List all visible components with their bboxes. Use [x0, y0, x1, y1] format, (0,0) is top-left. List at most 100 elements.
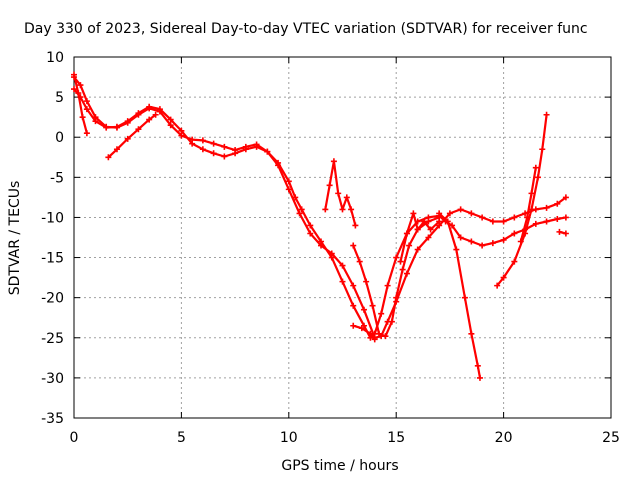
- data-point: [356, 258, 363, 265]
- axis-ticks: 0 5 10 15 20 25 10 5 0 -5 -10 -15 -20 -25 -30 -35: [41, 50, 620, 446]
- data-point: [328, 250, 335, 257]
- data-point: [285, 186, 292, 193]
- data-point: [421, 218, 428, 225]
- data-point: [322, 206, 329, 213]
- data-point: [479, 242, 486, 249]
- data-point: [79, 114, 86, 121]
- y-tick-label: 10: [46, 50, 64, 66]
- data-point: [135, 110, 142, 117]
- data-point: [264, 148, 271, 155]
- data-point: [378, 310, 385, 317]
- data-point: [360, 306, 367, 313]
- data-point: [298, 206, 305, 213]
- data-point: [468, 210, 475, 217]
- data-point: [476, 374, 483, 381]
- data-point: [77, 82, 84, 89]
- data-point: [135, 126, 142, 133]
- data-point: [113, 123, 120, 130]
- series-track-g-line: [496, 113, 548, 287]
- data-point: [479, 214, 486, 221]
- data-point: [474, 362, 481, 369]
- data-point: [403, 270, 410, 277]
- data-point: [352, 222, 359, 229]
- data-point: [350, 322, 357, 329]
- data-point: [382, 333, 389, 340]
- data-point: [369, 302, 376, 309]
- data-point: [403, 230, 410, 237]
- data-point: [339, 206, 346, 213]
- data-point: [511, 214, 518, 221]
- data-point: [152, 111, 159, 118]
- data-point: [221, 153, 228, 160]
- data-point: [444, 218, 451, 225]
- data-point: [468, 238, 475, 245]
- data-point: [399, 266, 406, 273]
- data-point: [167, 116, 174, 123]
- grid: [74, 57, 611, 418]
- data-point: [556, 228, 563, 235]
- data-point: [511, 258, 518, 265]
- plot-frame: [73, 56, 612, 419]
- data-point: [83, 130, 90, 137]
- data-point: [393, 254, 400, 261]
- y-tick-label: -15: [41, 251, 64, 267]
- data-point: [75, 90, 82, 97]
- data-point: [554, 200, 561, 207]
- data-point: [339, 278, 346, 285]
- data-point: [532, 164, 539, 171]
- data-point: [113, 146, 120, 153]
- data-point: [210, 150, 217, 157]
- x-tick-label: 25: [602, 430, 620, 446]
- data-point: [457, 234, 464, 241]
- data-point: [103, 124, 110, 131]
- data-point: [489, 218, 496, 225]
- data-point: [500, 236, 507, 243]
- data-point: [275, 162, 282, 169]
- data-point: [414, 246, 421, 253]
- data-point: [296, 210, 303, 217]
- data-point: [199, 137, 206, 144]
- series-track-l-line: [352, 324, 376, 341]
- data-point: [436, 218, 443, 225]
- y-tick-label: -10: [41, 210, 64, 226]
- x-tick-label: 20: [495, 430, 513, 446]
- data-point: [543, 204, 550, 211]
- data-point: [376, 330, 383, 337]
- data-point: [562, 214, 569, 221]
- data-point: [71, 86, 77, 93]
- data-point: [500, 274, 507, 281]
- x-tick-label: 0: [70, 430, 79, 446]
- data-point: [178, 127, 185, 134]
- data-point: [494, 282, 501, 289]
- data-point: [489, 240, 496, 247]
- data-point: [367, 330, 374, 337]
- y-tick-label: -30: [41, 371, 64, 387]
- chart-title: Day 330 of 2023, Sidereal Day-to-day VTE…: [24, 21, 588, 37]
- data-point: [350, 302, 357, 309]
- data-point: [461, 294, 468, 301]
- x-tick-label: 15: [387, 430, 405, 446]
- data-point: [554, 216, 561, 223]
- data-point: [524, 214, 531, 221]
- data-point: [253, 143, 260, 150]
- y-tick-label: -20: [41, 291, 64, 307]
- data-point: [92, 118, 99, 125]
- data-point: [210, 140, 217, 147]
- data-point: [410, 210, 417, 217]
- data-series: [71, 71, 569, 381]
- data-point: [388, 318, 395, 325]
- series-track-h-line: [519, 166, 537, 243]
- data-point: [397, 258, 404, 265]
- y-tick-label: -5: [50, 170, 64, 186]
- data-point: [343, 194, 350, 201]
- data-point: [543, 218, 550, 225]
- x-tick-label: 10: [280, 430, 298, 446]
- data-point: [453, 246, 460, 253]
- series-track-a-line: [72, 76, 567, 339]
- data-point: [83, 106, 90, 113]
- data-point: [318, 242, 325, 249]
- data-point: [384, 282, 391, 289]
- data-point: [350, 242, 357, 249]
- data-point: [534, 174, 541, 181]
